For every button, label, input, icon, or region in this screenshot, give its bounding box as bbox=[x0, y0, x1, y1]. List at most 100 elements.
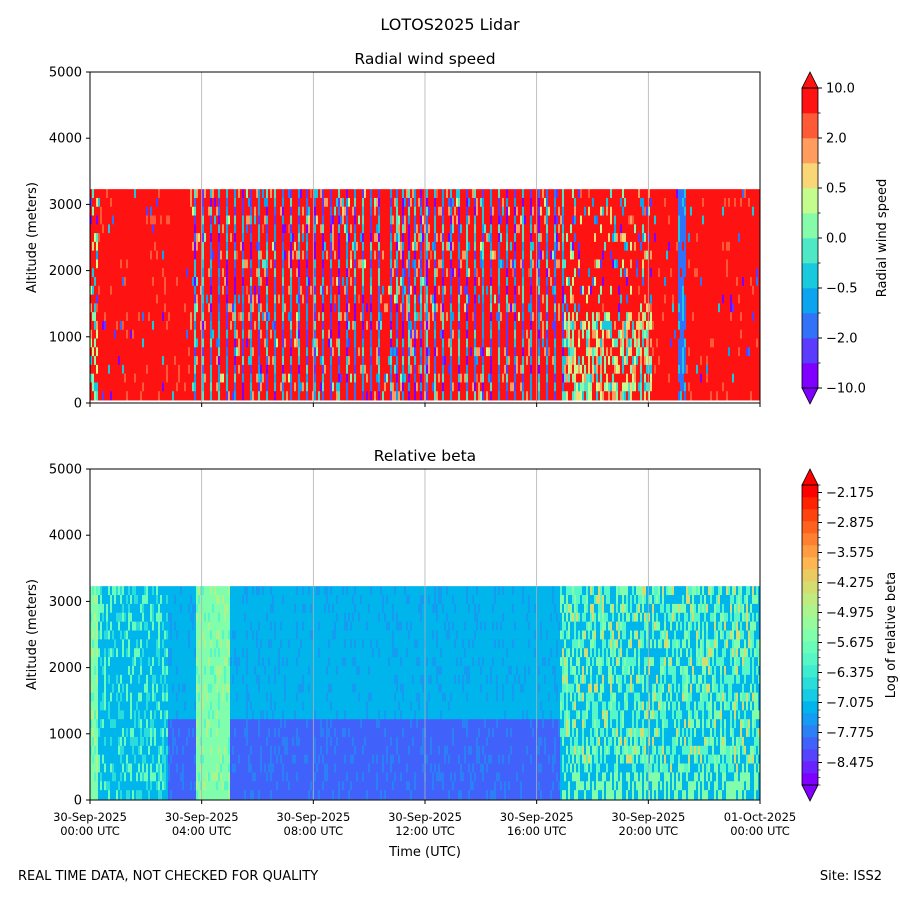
y-tick-label: 4000 bbox=[49, 132, 82, 147]
colorbar-band bbox=[802, 313, 818, 339]
colorbar-band bbox=[802, 521, 818, 534]
colorbar-tick-label: 0.5 bbox=[826, 182, 847, 197]
colorbar-tick-label: 0.0 bbox=[826, 232, 847, 247]
colorbar-band bbox=[802, 557, 818, 570]
colorbar-tick-label: 2.0 bbox=[826, 132, 847, 147]
x-tick-label-time: 16:00 UTC bbox=[507, 824, 567, 838]
heatmap bbox=[90, 189, 761, 401]
colorbar-band bbox=[802, 363, 818, 389]
colorbar-band bbox=[802, 689, 818, 702]
y-tick-label: 2000 bbox=[49, 661, 82, 676]
x-tick-label-time: 04:00 UTC bbox=[172, 824, 232, 838]
colorbar-band bbox=[802, 581, 818, 594]
panel-title: Relative beta bbox=[374, 447, 476, 465]
colorbar-min-extension bbox=[801, 387, 819, 405]
y-tick-label: 5000 bbox=[49, 463, 82, 478]
colorbar-band bbox=[802, 238, 818, 264]
x-tick-label-date: 30-Sep-2025 bbox=[500, 810, 574, 824]
y-tick-label: 1000 bbox=[49, 330, 82, 345]
x-tick-label-time: 00:00 UTC bbox=[730, 824, 790, 838]
y-tick-label: 5000 bbox=[49, 66, 82, 81]
y-tick-label: 3000 bbox=[49, 595, 82, 610]
colorbar-band bbox=[802, 569, 818, 582]
y-tick-label: 3000 bbox=[49, 198, 82, 213]
colorbar-band bbox=[802, 485, 818, 498]
colorbar-tick-label: −2.875 bbox=[826, 516, 874, 531]
colorbar-band bbox=[802, 617, 818, 630]
colorbar-tick-label: −2.175 bbox=[826, 486, 874, 501]
quality-disclaimer: REAL TIME DATA, NOT CHECKED FOR QUALITY bbox=[18, 869, 319, 884]
colorbar-band bbox=[802, 593, 818, 606]
site-label: Site: ISS2 bbox=[819, 869, 882, 884]
colorbar-max-extension bbox=[801, 71, 819, 89]
colorbar-tick-label: −6.375 bbox=[826, 666, 874, 681]
colorbar-band bbox=[802, 338, 818, 364]
panel-relative-beta: Relative beta 0 1000 2000 3000 4000 5000 Altitu… bbox=[25, 447, 899, 860]
x-tick-label-date: 30-Sep-2025 bbox=[611, 810, 685, 824]
colorbar-tick-label: −7.075 bbox=[826, 696, 874, 711]
x-tick-label-date: 30-Sep-2025 bbox=[165, 810, 239, 824]
colorbar-tick-label: −4.975 bbox=[826, 606, 874, 621]
colorbar-band bbox=[802, 188, 818, 214]
x-tick-label-date: 30-Sep-2025 bbox=[276, 810, 350, 824]
colorbar-tick-label: −0.5 bbox=[826, 282, 858, 297]
y-axis-label: Altitude (meters) bbox=[25, 182, 40, 293]
colorbar-band bbox=[802, 497, 818, 510]
x-axis-label: Time (UTC) bbox=[388, 845, 461, 860]
colorbar: −2.175 −2.875 −3.575 −4.275 −4.975 −5.675 −6.3… bbox=[801, 468, 899, 802]
colorbar-band bbox=[802, 533, 818, 546]
x-tick-label-time: 00:00 UTC bbox=[60, 824, 120, 838]
colorbar-label: Radial wind speed bbox=[875, 179, 890, 297]
y-tick-label: 0 bbox=[74, 397, 82, 412]
x-tick-label-time: 08:00 UTC bbox=[284, 824, 344, 838]
colorbar-band bbox=[802, 749, 818, 762]
colorbar-max-extension bbox=[801, 468, 819, 486]
colorbar-band bbox=[802, 665, 818, 678]
colorbar-band bbox=[802, 213, 818, 239]
colorbar-band bbox=[802, 653, 818, 666]
colorbar-min-extension bbox=[801, 784, 819, 802]
colorbar-tick-label: −3.575 bbox=[826, 546, 874, 561]
colorbar-tick-label: −5.675 bbox=[826, 636, 874, 651]
colorbar-band bbox=[802, 509, 818, 522]
colorbar-band bbox=[802, 641, 818, 654]
colorbar-band bbox=[802, 288, 818, 314]
colorbar-band bbox=[802, 677, 818, 690]
x-tick-label-date: 30-Sep-2025 bbox=[388, 810, 462, 824]
y-tick-label: 2000 bbox=[49, 264, 82, 279]
colorbar-band bbox=[802, 725, 818, 738]
y-tick-label: 0 bbox=[74, 794, 82, 809]
colorbar-tick-label: −7.775 bbox=[826, 726, 874, 741]
y-tick-label: 1000 bbox=[49, 727, 82, 742]
panel-radial-wind-speed: Radial wind speed 0 1000 2000 3000 4000 5000 Al… bbox=[25, 50, 890, 412]
colorbar-band bbox=[802, 605, 818, 618]
colorbar-tick-label: −8.475 bbox=[826, 756, 874, 771]
y-tick-label: 4000 bbox=[49, 529, 82, 544]
colorbar-band bbox=[802, 701, 818, 714]
colorbar-band bbox=[802, 545, 818, 558]
colorbar-band bbox=[802, 761, 818, 774]
colorbar: 10.0 2.0 0.5 0.0 −0.5 −2.0 −10.0 Radial wind sp… bbox=[801, 71, 890, 405]
x-tick-label-date: 30-Sep-2025 bbox=[53, 810, 127, 824]
colorbar-tick-label: −4.275 bbox=[826, 576, 874, 591]
colorbar-tick-label: −2.0 bbox=[826, 332, 858, 347]
colorbar-band bbox=[802, 713, 818, 726]
colorbar-label: Log of relative beta bbox=[884, 572, 899, 699]
colorbar-band bbox=[802, 113, 818, 139]
colorbar-tick-label: 10.0 bbox=[826, 82, 855, 97]
colorbar-band bbox=[802, 737, 818, 750]
x-tick-label-time: 20:00 UTC bbox=[619, 824, 679, 838]
colorbar-band bbox=[802, 263, 818, 289]
panel-title: Radial wind speed bbox=[354, 50, 495, 68]
colorbar-band bbox=[802, 163, 818, 189]
colorbar-band bbox=[802, 773, 818, 786]
figure-title: LOTOS2025 Lidar bbox=[380, 15, 520, 34]
colorbar-band bbox=[802, 88, 818, 114]
x-tick-label-date: 01-Oct-2025 bbox=[724, 810, 796, 824]
colorbar-band bbox=[802, 629, 818, 642]
colorbar-tick-label: −10.0 bbox=[826, 382, 866, 397]
y-axis-label: Altitude (meters) bbox=[25, 579, 40, 690]
x-tick-label-time: 12:00 UTC bbox=[395, 824, 455, 838]
colorbar-band bbox=[802, 138, 818, 164]
